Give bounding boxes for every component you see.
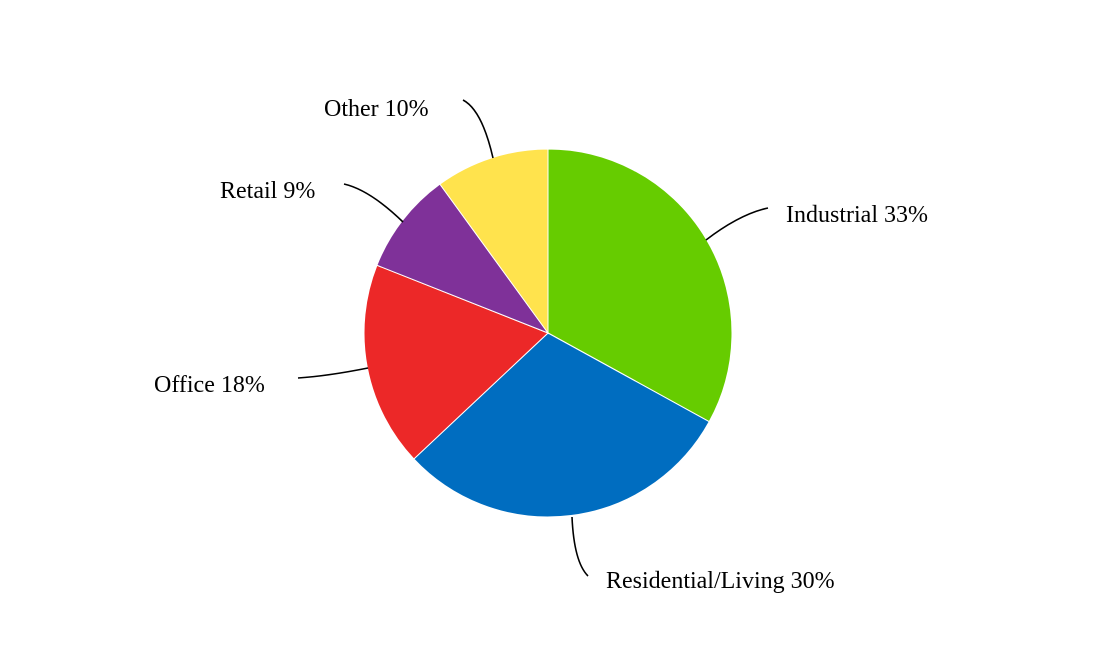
leader-line-residential-living xyxy=(571,516,589,577)
leader-lines-layer xyxy=(297,99,769,577)
leader-line-other xyxy=(462,99,494,159)
slice-label-office: Office 18% xyxy=(154,372,265,398)
slice-label-other: Other 10% xyxy=(324,96,429,122)
pie-slice-residential-living xyxy=(413,332,710,518)
slice-label-industrial: Industrial 33% xyxy=(786,202,928,228)
leader-line-office xyxy=(297,367,369,379)
pie-slice-retail xyxy=(376,183,550,335)
leader-line-industrial xyxy=(705,207,769,241)
leader-line-retail xyxy=(343,183,404,223)
slice-label-retail: Retail 9% xyxy=(220,178,315,204)
pie-slice-other xyxy=(439,148,549,335)
labels-layer: Industrial 33% Residential/Living 30% Offi… xyxy=(154,96,928,594)
slices-layer xyxy=(363,148,733,518)
slice-label-residential-living: Residential/Living 30% xyxy=(606,568,835,594)
